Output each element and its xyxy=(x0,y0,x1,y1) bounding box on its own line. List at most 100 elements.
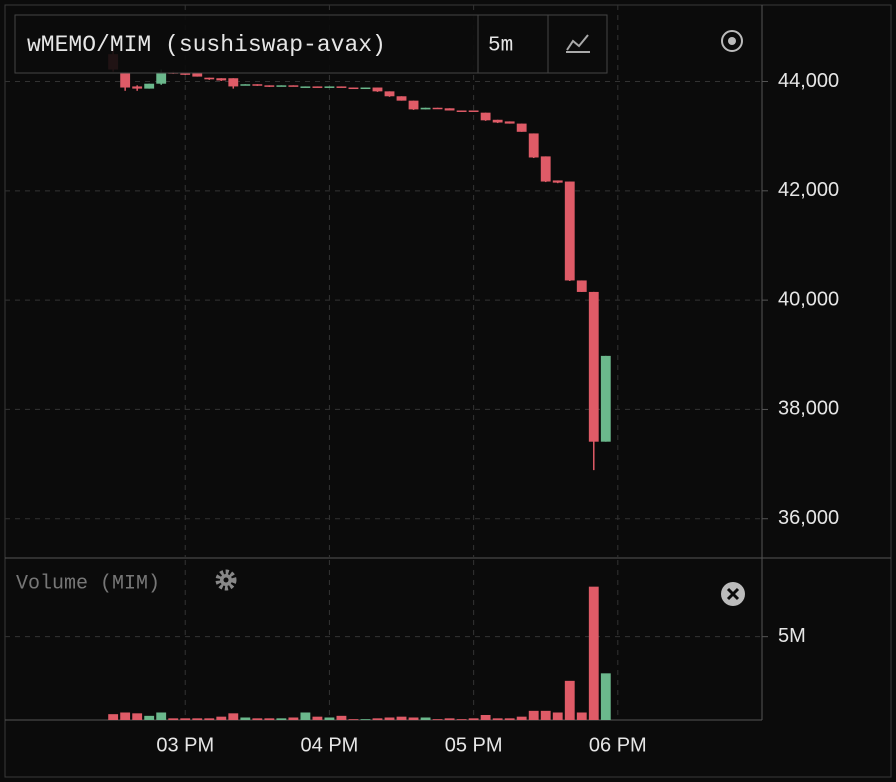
symbol-title: wMEMO/MIM (sushiswap-avax) xyxy=(27,32,386,58)
candle-body xyxy=(216,78,227,81)
gear-teeth xyxy=(215,569,237,591)
settings-icon[interactable] xyxy=(721,30,743,52)
volume-bar xyxy=(348,719,359,720)
x-tick-label: 06 PM xyxy=(589,734,647,756)
frame xyxy=(4,4,892,778)
volume-bar xyxy=(372,718,383,720)
volume-bar xyxy=(384,717,395,720)
y-tick-label: 44,000 xyxy=(778,70,839,92)
volume-bar xyxy=(180,718,191,720)
volume-bar xyxy=(576,712,587,720)
volume-bar xyxy=(312,716,323,720)
candle-body xyxy=(144,83,155,89)
volume-bar xyxy=(192,718,203,720)
candle-body xyxy=(132,86,143,89)
candle-body xyxy=(336,86,347,88)
volume-bar xyxy=(492,718,503,720)
volume-bar xyxy=(408,717,419,720)
candle-body xyxy=(396,96,407,101)
close-icon[interactable] xyxy=(721,582,745,606)
volume-bar xyxy=(504,718,515,720)
volume-bar xyxy=(432,719,443,720)
volume-bar xyxy=(456,719,467,720)
candle-body xyxy=(600,355,611,442)
y-tick-label: 38,000 xyxy=(778,398,839,420)
volume-bar xyxy=(204,718,215,720)
volume-bar xyxy=(564,680,575,720)
candle-body xyxy=(408,100,419,110)
volume-bar xyxy=(336,715,347,720)
volume-bar xyxy=(480,715,491,720)
volume-bar xyxy=(360,719,371,720)
volume-bar xyxy=(444,718,455,720)
volume-bar xyxy=(216,716,227,720)
candle-body xyxy=(468,110,479,112)
gear-hole xyxy=(223,577,229,583)
candle-body xyxy=(420,107,431,110)
volume-bar xyxy=(120,712,131,720)
volume-bar xyxy=(540,710,551,720)
x-tick-label: 04 PM xyxy=(301,734,359,756)
candle-body xyxy=(372,87,383,92)
candle-body xyxy=(288,85,299,87)
volume-bar xyxy=(396,716,407,720)
volume-bar xyxy=(516,716,527,720)
interval[interactable]: 5m xyxy=(488,35,513,58)
chart-type-icon[interactable] xyxy=(566,34,589,51)
volume-bar xyxy=(132,713,143,720)
candle-body xyxy=(456,110,467,112)
candle-body xyxy=(312,86,323,88)
volume-bar xyxy=(552,712,563,720)
x-tick-label: 05 PM xyxy=(445,734,503,756)
candle-body xyxy=(228,78,239,87)
candle-body xyxy=(240,84,251,86)
volume-bar xyxy=(144,715,155,720)
candle-body xyxy=(540,156,551,182)
volume-bar xyxy=(252,718,263,720)
volume-title: Volume (MIM) xyxy=(16,572,160,595)
candle-body xyxy=(444,108,455,111)
target-dot xyxy=(728,37,736,45)
volume-bar xyxy=(324,717,335,720)
volume-bar xyxy=(264,718,275,720)
volume-bar xyxy=(276,718,287,720)
candle-body xyxy=(492,119,503,123)
candle-body xyxy=(204,77,215,80)
candle-body xyxy=(300,86,311,88)
candle-body xyxy=(576,280,587,292)
candle-body xyxy=(528,133,539,158)
candle-body xyxy=(360,87,371,90)
y-tick-label: 42,000 xyxy=(778,179,839,201)
volume-bar xyxy=(528,710,539,720)
candle-body xyxy=(192,73,203,77)
candle-body xyxy=(156,72,167,84)
candle-body xyxy=(252,84,263,86)
close-cross xyxy=(726,587,740,601)
volume-bar xyxy=(108,714,119,720)
x-tick-label: 03 PM xyxy=(156,734,214,756)
volume-bar xyxy=(600,673,611,720)
legend: wMEMO/MIM (sushiswap-avax) 5m xyxy=(14,14,608,74)
candle-body xyxy=(516,123,527,132)
candle-body xyxy=(552,180,563,183)
y-tick-label: 5M xyxy=(778,625,806,647)
candle-body xyxy=(276,85,287,87)
candle-body xyxy=(384,91,395,97)
volume-bar xyxy=(168,718,179,720)
plot: 03 PM 04 PM 05 PM 06 PM 36,000 38,000 40,000 42… xyxy=(5,5,839,756)
candle-body xyxy=(480,112,491,121)
volume-bar xyxy=(156,712,167,720)
volume-bar xyxy=(228,713,239,720)
candle-body xyxy=(324,86,335,88)
volume-bar xyxy=(468,718,479,720)
candle-body xyxy=(348,87,359,90)
candle-body xyxy=(564,181,575,281)
volume-bar xyxy=(288,717,299,720)
gear-icon[interactable] xyxy=(215,569,237,591)
volume-bar xyxy=(300,712,311,720)
volume-bar xyxy=(588,586,599,720)
y-tick-label: 36,000 xyxy=(778,507,839,529)
volume-bar xyxy=(420,717,431,720)
candle-body xyxy=(432,107,443,110)
